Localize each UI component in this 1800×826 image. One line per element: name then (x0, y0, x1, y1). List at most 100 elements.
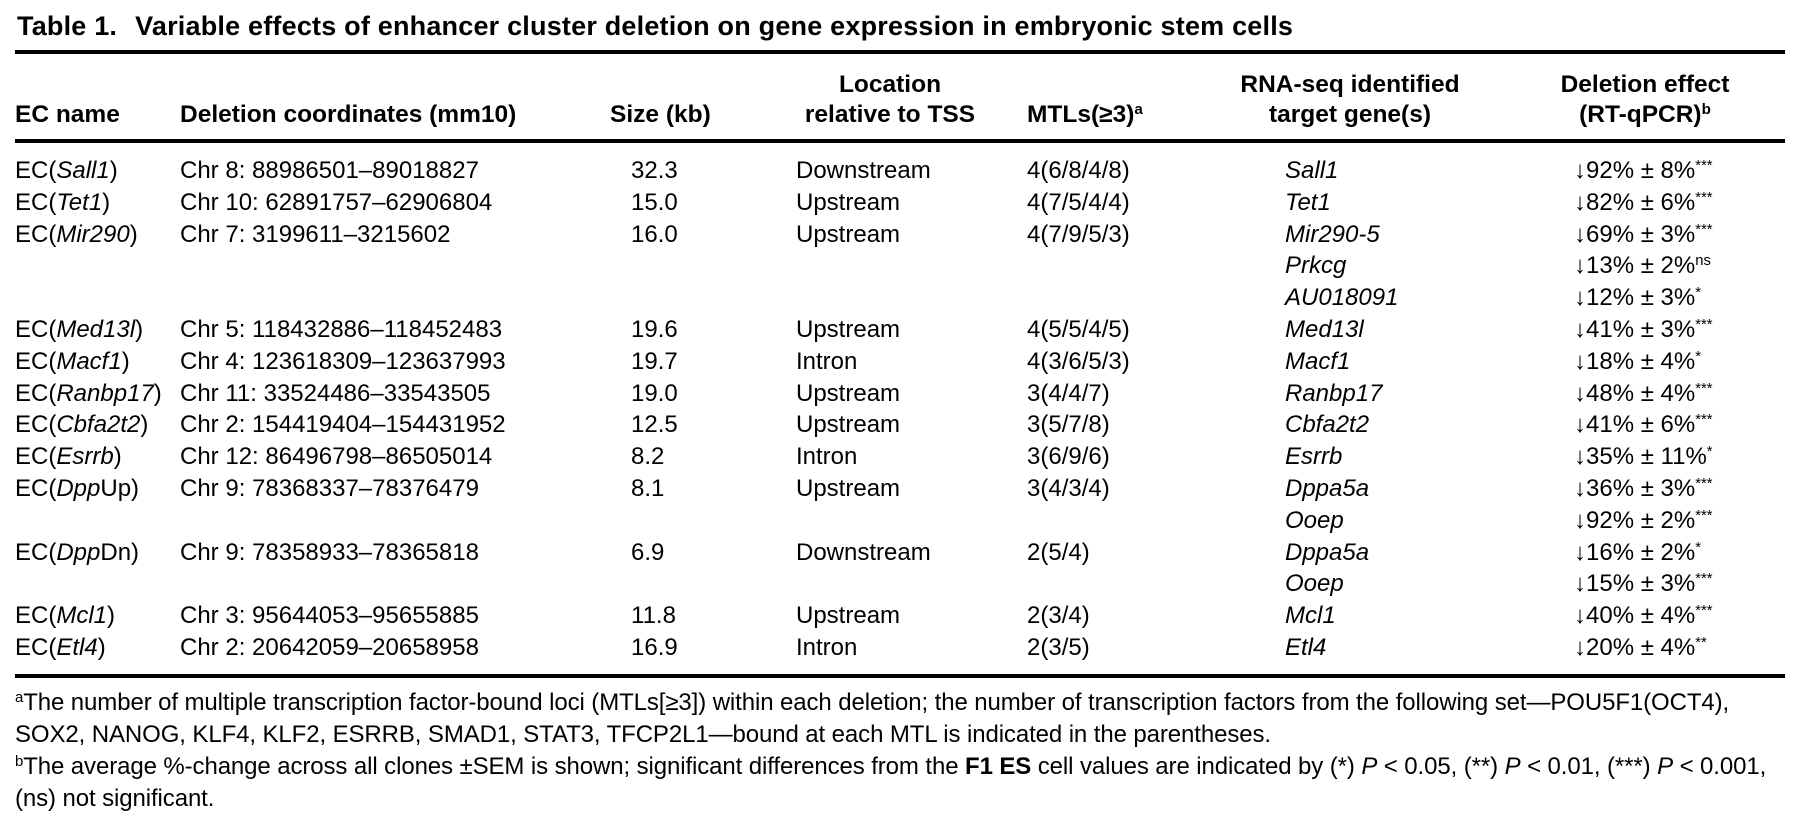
effect-cell: ↓20% ± 4%** (1505, 632, 1785, 664)
ec-name-prefix: EC( (15, 157, 57, 184)
location-cell: Intron (796, 633, 858, 661)
effect-value: ↓69% ± 3% (1574, 220, 1696, 248)
ec-name-prefix: EC( (15, 538, 57, 566)
effect-cell: ↓36% ± 3%*** (1505, 473, 1785, 505)
effect-cell: ↓13% ± 2%ns (1505, 250, 1785, 282)
ec-name-gene: Ranbp17 (56, 379, 154, 407)
col-header-label: target gene(s) (1268, 101, 1431, 128)
ec-name-suffix: ) (109, 157, 118, 184)
mtls-cell (1020, 505, 1195, 537)
table-row: EC(Sall1) Chr 8: 88986501–89018827 32.3 Dow… (15, 141, 1785, 187)
location-cell: Downstream (796, 157, 931, 184)
effect-value: ↓40% ± 4% (1574, 602, 1696, 630)
ec-name-prefix: EC( (15, 411, 57, 439)
size-cell: 8.1 (631, 474, 665, 502)
ec-name-cell (15, 505, 175, 537)
effect-cell: ↓48% ± 4%*** (1505, 378, 1785, 410)
mtls-cell: 4(5/5/4/5) (1027, 315, 1130, 343)
significance-marker: *** (1695, 603, 1713, 620)
effect-value: ↓20% ± 4% (1574, 633, 1696, 661)
mtls-cell: 4(6/8/4/8) (1027, 157, 1130, 184)
ec-name-gene: Esrrb (56, 443, 114, 471)
gene-name: Ooep (1285, 570, 1344, 598)
table-number: Table 1. (17, 11, 118, 41)
ec-name-suffix: ) (153, 379, 162, 407)
ec-name-prefix: EC( (15, 474, 57, 502)
location-cell: Upstream (796, 315, 901, 343)
gene-cell: Med13l (1195, 314, 1505, 346)
effect-value: ↓13% ± 2% (1574, 252, 1696, 280)
gene-name: Sall1 (1285, 157, 1339, 184)
significance-marker: * (1695, 348, 1702, 365)
size-cell (605, 250, 790, 282)
ec-name-suffix: ) (129, 220, 138, 248)
footnote-bold: F1 ES (965, 753, 1032, 781)
effect-value: ↓35% ± 11% (1574, 443, 1707, 471)
col-header-location: Location relative to TSS (790, 54, 1020, 143)
footnote-b: bThe average %-change across all clones … (15, 751, 1785, 815)
mtls-cell (1020, 282, 1195, 314)
gene-cell: Macf1 (1195, 346, 1505, 378)
location-cell (790, 568, 1020, 600)
effect-value: ↓82% ± 6% (1574, 188, 1696, 216)
effect-cell: ↓15% ± 3%*** (1505, 568, 1785, 600)
table-header: EC name Deletion coordinates (mm10) Size… (15, 54, 1785, 143)
location-cell: Upstream (796, 379, 901, 407)
table-bottom-spacer (15, 664, 1785, 674)
mtls-cell: 4(3/6/5/3) (1027, 347, 1130, 375)
gene-cell: Ooep (1195, 568, 1505, 600)
ec-name-gene: Dpp (56, 474, 101, 502)
significance-marker: *** (1695, 380, 1713, 397)
significance-marker: *** (1695, 507, 1713, 524)
size-cell (605, 568, 790, 600)
gene-cell: Prkcg (1195, 250, 1505, 282)
ec-name-prefix: EC( (15, 347, 57, 375)
effect-value: ↓48% ± 4% (1574, 379, 1696, 407)
gene-cell: Dppa5a (1195, 537, 1505, 569)
location-cell: Upstream (796, 602, 901, 630)
gene-name: Prkcg (1285, 252, 1347, 280)
table-row: EC(Ranbp17) Chr 11: 33524486–33543505 19.0… (15, 378, 1785, 410)
gene-name: Dppa5a (1285, 538, 1370, 566)
size-cell (605, 505, 790, 537)
ec-name-cell: EC(Mcl1) (15, 600, 175, 632)
gene-name: Mcl1 (1285, 602, 1336, 630)
ec-name-cell (15, 250, 175, 282)
effect-cell: ↓18% ± 4%* (1505, 346, 1785, 378)
significance-marker: *** (1695, 189, 1713, 206)
ec-name-suffix: ) (97, 633, 106, 661)
footnote-italic: P (1504, 753, 1521, 781)
size-cell: 6.9 (631, 538, 665, 566)
ec-name-gene: Sall1 (56, 157, 110, 184)
coords-cell: Chr 9: 78358933–78365818 (180, 538, 479, 566)
size-cell: 15.0 (631, 188, 678, 216)
footnote-a: aThe number of multiple transcription fa… (15, 687, 1785, 751)
ec-name-cell: EC(Mir290) (15, 219, 175, 251)
table-row: EC(Esrrb) Chr 12: 86496798–86505014 8.2 Int… (15, 441, 1785, 473)
gene-name: Tet1 (1285, 188, 1331, 216)
effect-cell: ↓12% ± 3%* (1505, 282, 1785, 314)
gene-cell: Etl4 (1195, 632, 1505, 664)
effect-value: ↓16% ± 2% (1574, 538, 1696, 566)
effect-value: ↓41% ± 6% (1574, 411, 1696, 439)
table-row: EC(Tet1) Chr 10: 62891757–62906804 15.0 Ups… (15, 187, 1785, 219)
table-row: EC(DppDn) Chr 9: 78358933–78365818 6.9 Down… (15, 537, 1785, 569)
footnote-italic: P (1657, 753, 1673, 781)
coords-cell (175, 568, 605, 600)
data-table: EC name Deletion coordinates (mm10) Size… (15, 54, 1785, 664)
ec-name-prefix: EC( (15, 602, 57, 630)
gene-cell: Ooep (1195, 505, 1505, 537)
coords-cell: Chr 2: 20642059–20658958 (180, 633, 479, 661)
ec-name-suffix: ) (121, 347, 130, 375)
mtls-cell: 4(7/9/5/3) (1027, 220, 1130, 248)
significance-marker: * (1706, 444, 1713, 461)
significance-marker: *** (1695, 412, 1713, 429)
gene-name: Cbfa2t2 (1285, 411, 1370, 439)
gene-name: Dppa5a (1285, 474, 1370, 502)
mtls-cell: 3(6/9/6) (1027, 443, 1110, 471)
size-cell: 32.3 (631, 157, 678, 184)
col-header-label: Deletion coordinates (mm10) (180, 101, 517, 128)
table-row: EC(Cbfa2t2) Chr 2: 154419404–154431952 12.… (15, 409, 1785, 441)
footnote-text: < 0.01, (***) (1520, 753, 1658, 781)
location-cell (790, 282, 1020, 314)
